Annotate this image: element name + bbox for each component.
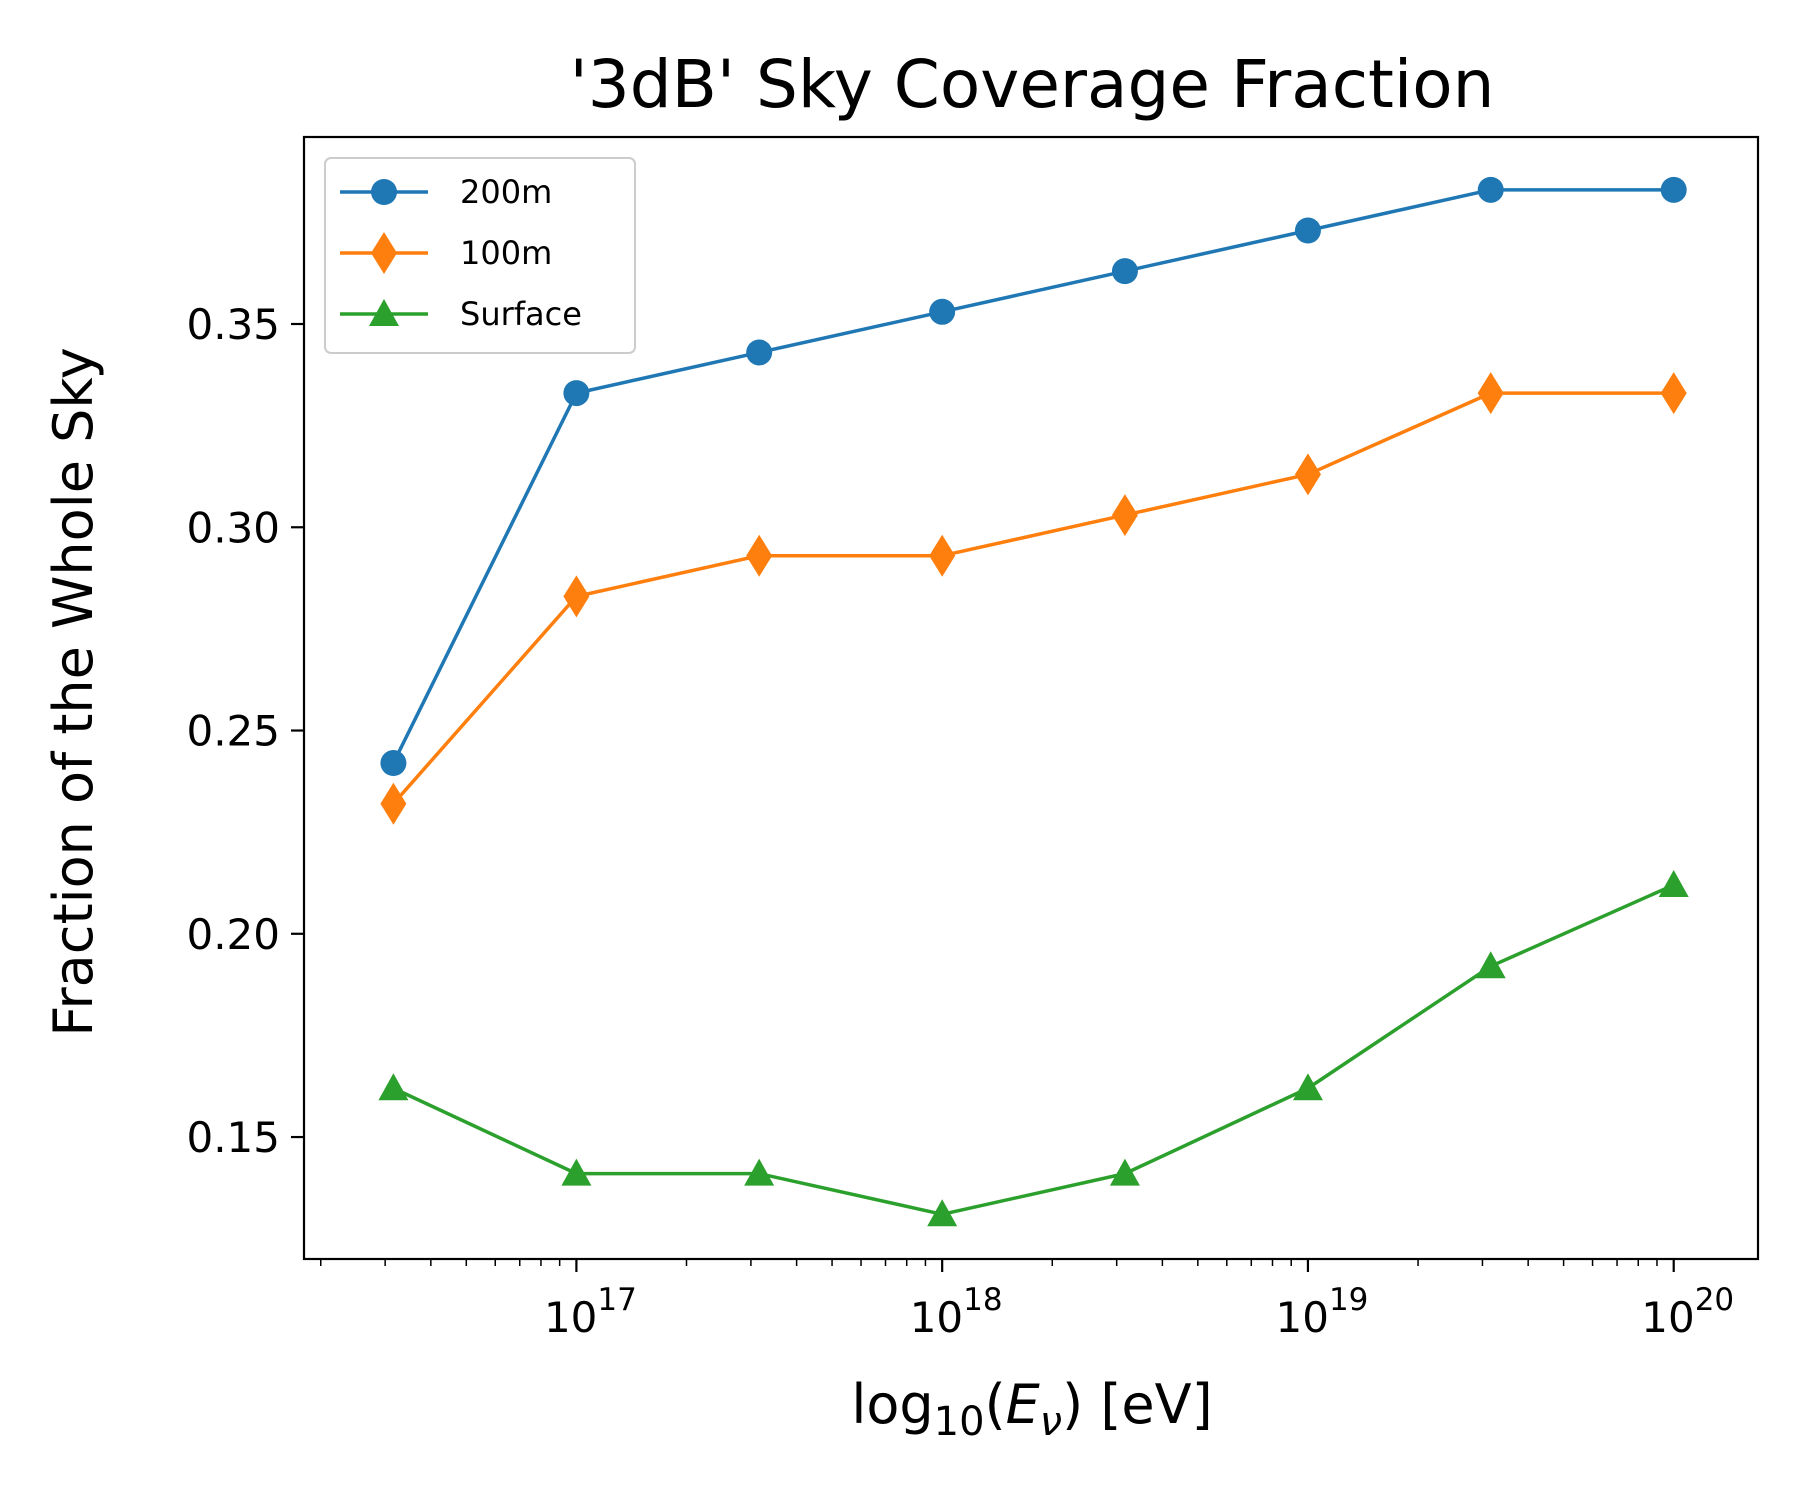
data-point <box>1292 1073 1323 1101</box>
y-tick-label: 0.15 <box>186 1113 280 1162</box>
x-axis-label-part: log <box>851 1373 933 1436</box>
series-surface <box>378 870 1689 1227</box>
x-tick-label: 1018 <box>910 1282 1003 1342</box>
data-point <box>380 782 407 825</box>
data-point <box>1660 372 1687 415</box>
series-100m <box>380 372 1687 825</box>
y-tick-label: 0.25 <box>186 707 280 756</box>
data-point <box>1294 217 1321 244</box>
data-point <box>1475 951 1506 979</box>
data-point <box>1658 870 1689 897</box>
x-axis-label: log10(Eν) [eV] <box>851 1373 1212 1445</box>
x-tick-label: 1019 <box>1275 1282 1368 1342</box>
y-tick-label: 0.20 <box>186 910 280 959</box>
series-line <box>392 883 1675 1217</box>
x-tick-label-base: 10 <box>544 1293 597 1342</box>
data-point <box>1111 494 1138 537</box>
x-tick-label: 1017 <box>544 1282 637 1342</box>
legend-label: 100m <box>460 234 552 272</box>
data-point <box>1111 258 1138 285</box>
series-line <box>392 391 1674 805</box>
series-line <box>391 188 1674 764</box>
data-point <box>927 1199 958 1227</box>
x-tick-label-base: 10 <box>1275 1293 1328 1342</box>
x-tick-label-exponent: 17 <box>597 1282 636 1318</box>
x-axis-label-variable: E <box>1006 1373 1041 1436</box>
data-point <box>561 1158 592 1186</box>
x-tick-label-exponent: 19 <box>1329 1282 1368 1318</box>
y-tick-label: 0.35 <box>186 300 280 349</box>
data-point <box>1109 1158 1140 1186</box>
x-tick-label: 1020 <box>1641 1282 1734 1342</box>
data-point <box>746 534 773 577</box>
x-axis-label-subscript: 10 <box>934 1399 985 1445</box>
x-axis-label-subscript: ν <box>1040 1399 1062 1445</box>
data-point <box>1660 176 1687 203</box>
data-point <box>1294 453 1321 496</box>
data-point <box>1477 372 1504 415</box>
legend-item: 100m <box>340 232 552 274</box>
data-point <box>380 750 407 777</box>
legend-marker <box>369 299 399 326</box>
y-axis-label-group: Fraction of the Whole Sky <box>42 347 105 1036</box>
x-axis-label-part: ( <box>985 1373 1006 1436</box>
axes-frame <box>302 135 1760 1261</box>
data-point <box>929 534 956 577</box>
legend-item: 200m <box>340 173 552 211</box>
y-axis-label: Fraction of the Whole Sky <box>42 347 105 1036</box>
data-point <box>563 380 590 407</box>
legend-label: Surface <box>460 295 582 333</box>
x-tick-label-exponent: 20 <box>1695 1282 1734 1318</box>
data-point <box>929 298 956 325</box>
x-tick-label-base: 10 <box>910 1293 963 1342</box>
data-point <box>746 339 773 366</box>
data-point <box>744 1158 775 1186</box>
legend-marker <box>371 179 397 205</box>
data-point <box>1477 176 1504 203</box>
chart-title: '3dB' Sky Coverage Fraction <box>570 46 1495 123</box>
legend-marker <box>371 232 397 274</box>
y-tick-label: 0.30 <box>186 503 280 552</box>
legend: 200m 100m Surface <box>324 157 636 354</box>
x-axis-label-part: ) [eV] <box>1062 1373 1213 1436</box>
series-200m <box>380 176 1687 777</box>
x-tick-label-exponent: 18 <box>963 1282 1002 1318</box>
legend-label: 200m <box>460 173 552 211</box>
data-point <box>378 1073 409 1101</box>
data-point <box>563 575 590 618</box>
legend-box <box>324 157 636 354</box>
legend-item: Surface <box>340 295 582 333</box>
x-tick-label-base: 10 <box>1641 1293 1694 1342</box>
